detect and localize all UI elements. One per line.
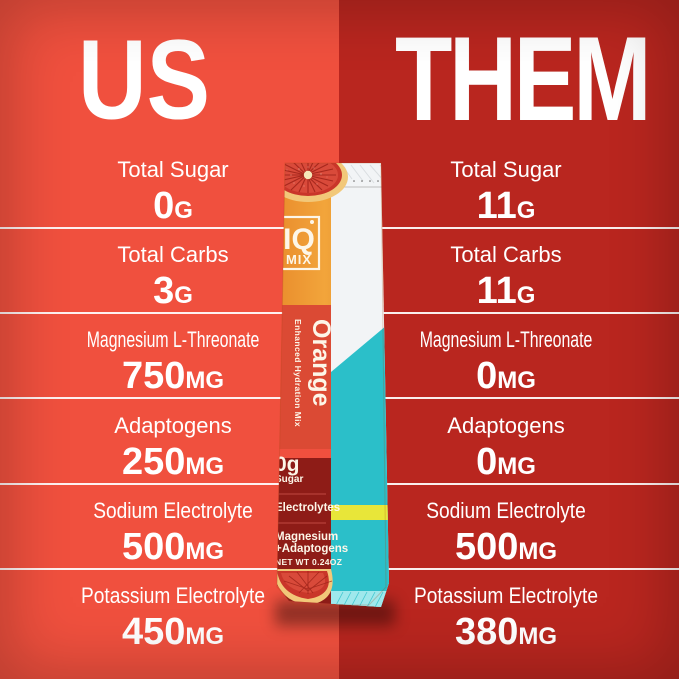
svg-text:Electrolytes: Electrolytes: [275, 502, 340, 514]
svg-text:MIX: MIX: [286, 252, 312, 267]
svg-text:Enhanced Hydration Mix: Enhanced Hydration Mix: [293, 319, 303, 427]
svg-text:Magnesium: Magnesium: [275, 531, 338, 543]
svg-text:+Adaptogens: +Adaptogens: [275, 543, 348, 555]
svg-text:NET WT 0.24OZ: NET WT 0.24OZ: [275, 557, 342, 567]
svg-text:Orange: Orange: [307, 319, 335, 407]
